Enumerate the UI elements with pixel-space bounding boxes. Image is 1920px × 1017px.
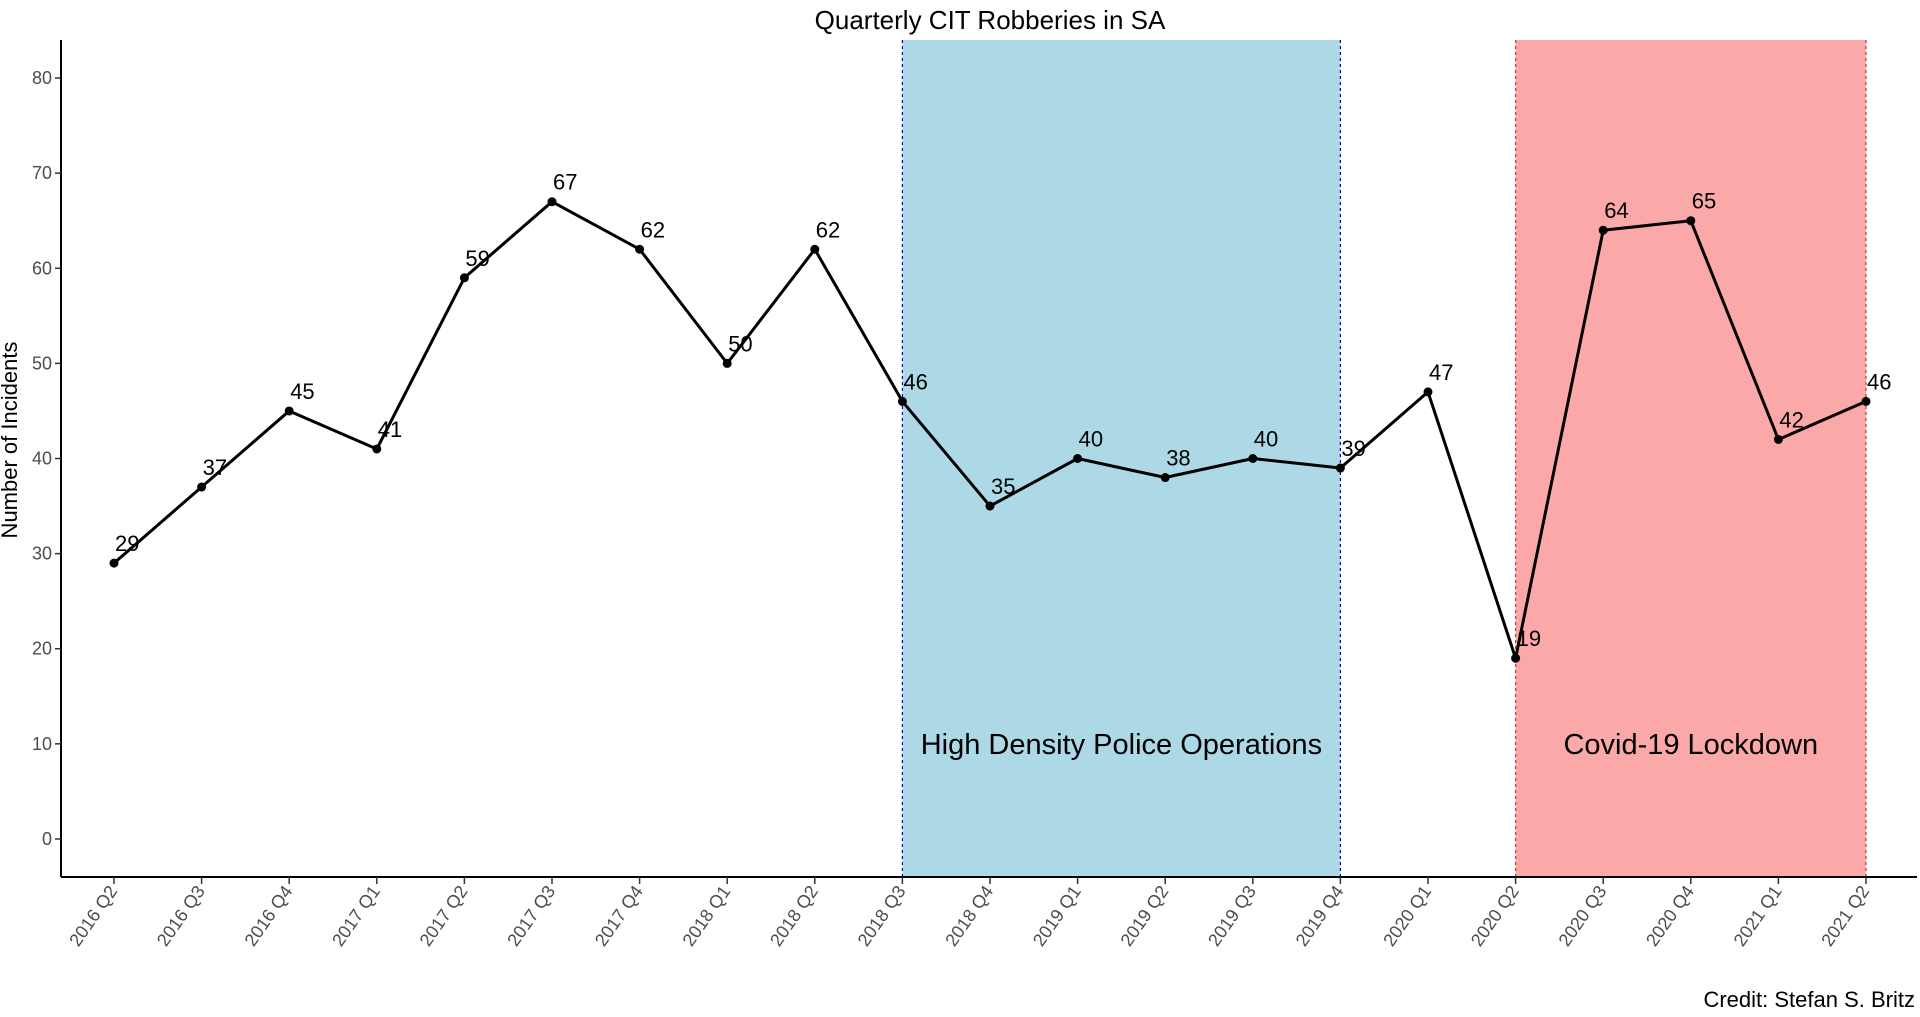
x-tick-label-10: 2018 Q4 [941, 882, 997, 950]
x-tick-label-2: 2016 Q4 [240, 882, 296, 950]
data-point-19 [1773, 434, 1783, 444]
chart-title: Quarterly CIT Robberies in SA [815, 5, 1166, 35]
data-label-8: 62 [816, 217, 840, 242]
data-point-13 [1248, 454, 1258, 463]
x-tick-label-20: 2021 Q2 [1817, 882, 1873, 950]
data-label-7: 50 [728, 331, 752, 356]
data-label-3: 41 [378, 417, 402, 442]
data-point-12 [1160, 473, 1170, 483]
data-label-20: 46 [1867, 369, 1891, 394]
y-tick-label-10: 10 [32, 734, 52, 754]
y-tick-label-20: 20 [32, 639, 52, 659]
x-tick-label-16: 2020 Q2 [1467, 882, 1523, 950]
y-tick-label-30: 30 [32, 544, 52, 564]
x-tick-label-12: 2019 Q2 [1116, 882, 1172, 950]
x-tick-label-19: 2021 Q1 [1730, 882, 1786, 950]
data-label-18: 65 [1692, 189, 1716, 214]
x-tick-label-6: 2017 Q4 [591, 882, 647, 950]
x-tick-label-18: 2020 Q4 [1642, 882, 1698, 950]
data-point-1 [197, 482, 207, 492]
data-point-2 [284, 406, 294, 416]
data-label-14: 39 [1341, 436, 1365, 461]
x-tick-label-4: 2017 Q2 [416, 882, 472, 950]
y-axis-title: Number of Incidents [0, 342, 22, 539]
data-label-9: 46 [903, 369, 927, 394]
data-label-16: 19 [1517, 626, 1541, 651]
region-label-0: High Density Police Operations [921, 729, 1322, 761]
data-label-12: 38 [1166, 446, 1190, 471]
data-label-2: 45 [290, 379, 314, 404]
x-tick-label-7: 2018 Q1 [678, 882, 734, 950]
data-point-14 [1335, 463, 1345, 473]
data-label-13: 40 [1254, 427, 1278, 452]
data-point-8 [810, 244, 820, 254]
data-point-10 [985, 501, 995, 511]
data-point-0 [109, 558, 119, 568]
data-point-3 [372, 444, 382, 454]
data-series [109, 197, 1871, 663]
data-label-5: 67 [553, 170, 577, 195]
x-tick-label-11: 2019 Q1 [1029, 882, 1085, 950]
credit-caption: Credit: Stefan S. Britz [1703, 987, 1915, 1012]
y-tick-label-70: 70 [32, 163, 52, 183]
data-point-15 [1423, 387, 1433, 397]
data-label-17: 64 [1604, 198, 1628, 223]
data-point-20 [1861, 396, 1871, 406]
x-tick-label-13: 2019 Q3 [1204, 882, 1260, 950]
data-point-18 [1686, 216, 1696, 226]
x-tick-label-0: 2016 Q2 [65, 882, 121, 950]
x-tick-label-17: 2020 Q3 [1554, 882, 1610, 950]
region-label-1: Covid-19 Lockdown [1563, 729, 1818, 761]
x-tick-label-1: 2016 Q3 [153, 882, 209, 950]
data-label-10: 35 [991, 474, 1015, 499]
y-tick-label-80: 80 [32, 68, 52, 88]
shaded-region-1 [1515, 40, 1866, 877]
data-label-4: 59 [465, 246, 489, 271]
data-label-15: 47 [1429, 360, 1453, 385]
x-tick-label-9: 2018 Q3 [854, 882, 910, 950]
x-tick-label-8: 2018 Q2 [766, 882, 822, 950]
x-tick-label-3: 2017 Q1 [328, 882, 384, 950]
data-point-11 [1073, 454, 1083, 463]
x-tick-label-5: 2017 Q3 [503, 882, 559, 950]
data-point-16 [1511, 653, 1521, 663]
data-point-7 [722, 358, 732, 368]
shaded-regions: High Density Police Operations Covid-19 L… [901, 40, 1867, 877]
data-point-5 [547, 197, 557, 207]
data-point-17 [1598, 225, 1608, 235]
data-point-4 [459, 273, 469, 283]
y-tick-label-40: 40 [32, 449, 52, 469]
y-tick-label-50: 50 [32, 353, 52, 373]
data-label-1: 37 [203, 455, 227, 480]
y-tick-label-0: 0 [42, 829, 52, 849]
data-point-6 [635, 244, 645, 254]
shaded-region-0 [902, 40, 1341, 877]
x-tick-label-15: 2020 Q1 [1379, 882, 1435, 950]
data-label-19: 42 [1779, 407, 1803, 432]
data-point-9 [897, 396, 907, 406]
y-tick-label-60: 60 [32, 258, 52, 278]
x-tick-label-14: 2019 Q4 [1292, 882, 1348, 950]
data-label-0: 29 [115, 531, 139, 556]
data-labels: 29 37 45 41 59 67 62 50 62 46 35 40 38 40 39 47 19 64 65 42… [115, 170, 1891, 652]
data-label-6: 62 [641, 217, 665, 242]
data-label-11: 40 [1079, 427, 1103, 452]
